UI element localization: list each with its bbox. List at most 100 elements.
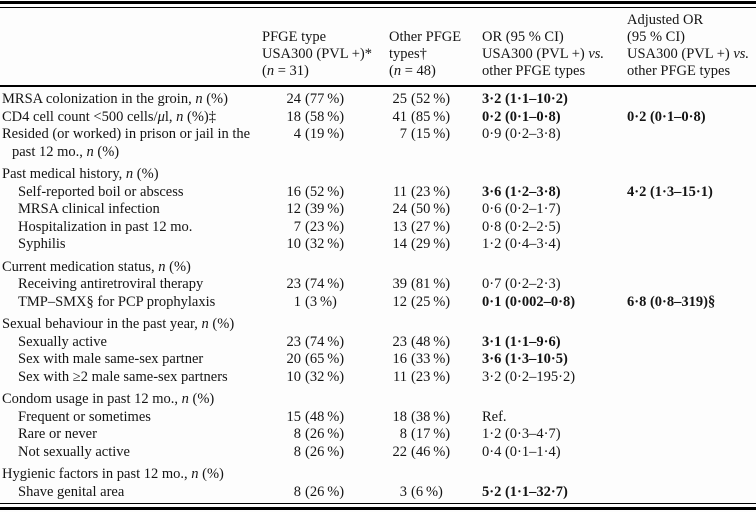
section-label: Past medical history, n (%) (2, 166, 159, 182)
adjusted-or-value: 4·2 (1·3–15·1) (627, 183, 713, 200)
cell-other: 13 (27 %) (389, 219, 482, 237)
table-header-row: PFGE type USA300 (PVL +)* (n = 31) Other P… (0, 8, 756, 85)
pct-other: (25 %) (411, 293, 451, 310)
pct-other: (81 %) (411, 276, 451, 292)
table-bottom-rule-thick (0, 507, 756, 510)
table-row: TMP–SMX§ for PCP prophylaxis 1 (3 %) 12 (2… (0, 294, 756, 312)
table-body: MRSA colonization in the groin, n (%) 24… (0, 87, 756, 501)
section-row: Condom usage in past 12 mo., n (%) (0, 391, 756, 409)
header-col-pfge-usa300: PFGE type USA300 (PVL +)* (n = 31) (262, 29, 389, 80)
table-row: Rare or never 8 (26 %) 8 (17 %) 1·2 (0·3–4… (0, 426, 756, 444)
header-line: other PFGE types (627, 63, 731, 79)
cell-usa300: 10 (32 %) (262, 236, 389, 254)
header-line: (95 % CI) (627, 29, 685, 45)
pct-usa300: (65 %) (305, 351, 345, 367)
pct-other: (27 %) (411, 218, 451, 235)
header-line: USA300 (PVL +) vs. (627, 46, 750, 62)
or-value: 0·9 (0·2–3·8) (482, 126, 561, 142)
pct-other: (38 %) (411, 408, 451, 425)
or-value: 0·7 (0·2–2·3) (482, 276, 561, 292)
cell-usa300: 20 (65 %) (262, 351, 389, 369)
cell-other: 7 (15 %) (389, 126, 482, 144)
count-other: 14 (392, 236, 408, 252)
pct-other: (15 %) (411, 126, 451, 142)
table-top-rule-thin (0, 7, 756, 8)
row-label: Sex with ≥2 male same-sex partners (18, 368, 228, 385)
cell-usa300: 15 (48 %) (262, 409, 389, 427)
table-row: Sex with ≥2 male same-sex partners 10 (32… (0, 369, 756, 387)
cell-other: 3 (6 %) (389, 484, 482, 502)
row-label: Self-reported boil or abscess (18, 183, 184, 200)
section-row: Hygienic factors in past 12 mo., n (%) (0, 466, 756, 484)
cell-other: 12 (25 %) (389, 294, 482, 312)
or-value: 1·2 (0·4–3·4) (482, 236, 561, 252)
count-other: 18 (392, 408, 408, 425)
or-value: 5·2 (1·1–32·7) (482, 483, 568, 500)
header-separator-rule (0, 85, 756, 87)
section-row: Current medication status, n (%) (0, 259, 756, 277)
cell-usa300: 18 (58 %) (262, 109, 389, 127)
or-value: 0·1 (0·002–0·8) (482, 293, 576, 310)
adjusted-or-value: 6·8 (0·8–319)§ (627, 293, 716, 310)
pct-usa300: (26 %) (305, 483, 345, 500)
cell-usa300: 24 (77 %) (262, 91, 389, 109)
count-other: 25 (392, 91, 408, 107)
or-value: Ref. (482, 408, 507, 425)
pct-other: (6 %) (411, 483, 443, 500)
header-line: Other PFGE (389, 29, 462, 45)
row-label: CD4 cell count <500 cells/μl, n (%)‡ (2, 108, 217, 125)
cell-usa300: 4 (19 %) (262, 126, 389, 144)
cell-usa300: 12 (39 %) (262, 201, 389, 219)
pct-usa300: (74 %) (305, 276, 345, 292)
pct-other: (33 %) (411, 351, 451, 367)
row-label: Syphilis (18, 236, 66, 252)
section-row: Past medical history, n (%) (0, 166, 756, 184)
or-value: 0·6 (0·2–1·7) (482, 201, 561, 217)
header-col-other-pfge: Other PFGE types† (n = 48) (389, 29, 482, 80)
count-usa300: 12 (286, 201, 302, 217)
row-label: Hospitalization in past 12 mo. (18, 218, 193, 235)
cell-usa300: 7 (23 %) (262, 219, 389, 237)
cell-other: 18 (38 %) (389, 409, 482, 427)
adjusted-or-value: 0·2 (0·1–0·8) (627, 108, 706, 125)
cell-usa300: 8 (26 %) (262, 484, 389, 502)
cell-other: 16 (33 %) (389, 351, 482, 369)
cell-usa300: 23 (74 %) (262, 276, 389, 294)
or-value: 0·8 (0·2–2·5) (482, 218, 561, 235)
cell-usa300: 1 (3 %) (262, 294, 389, 312)
table-row: Not sexually active 8 (26 %) 22 (46 %) 0·4… (0, 444, 756, 462)
header-line: Adjusted OR (627, 12, 704, 28)
table-row: Frequent or sometimes 15 (48 %) 18 (38 %) … (0, 409, 756, 427)
or-value: 3·6 (1·3–10·5) (482, 351, 568, 367)
count-usa300: 23 (286, 276, 302, 292)
table-top-rule-thick (0, 1, 756, 4)
table-row: Hospitalization in past 12 mo. 7 (23 %) 1… (0, 219, 756, 237)
section-label: Current medication status, n (%) (2, 258, 191, 275)
row-label: MRSA colonization in the groin, n (%) (2, 91, 228, 107)
cell-other: 14 (29 %) (389, 236, 482, 254)
table-row: MRSA colonization in the groin, n (%) 24… (0, 91, 756, 109)
count-other: 22 (392, 443, 408, 460)
count-other: 7 (399, 126, 407, 142)
pct-other: (52 %) (411, 91, 451, 107)
row-label: Not sexually active (18, 443, 130, 460)
or-value: 3·2 (0·2–195·2) (482, 368, 576, 385)
count-other: 8 (399, 426, 407, 442)
pct-usa300: (39 %) (305, 201, 345, 217)
count-usa300: 18 (286, 108, 302, 125)
cell-other: 24 (50 %) (389, 201, 482, 219)
row-label: Receiving antiretroviral therapy (18, 276, 204, 292)
count-other: 11 (393, 368, 407, 385)
table-row: Resided (or worked) in prison or jail in… (0, 126, 756, 161)
pct-other: (29 %) (411, 236, 451, 252)
cell-other: 39 (81 %) (389, 276, 482, 294)
section-label: Condom usage in past 12 mo., n (%) (2, 391, 215, 407)
pct-other: (46 %) (411, 443, 451, 460)
pct-other: (23 %) (411, 368, 451, 385)
header-line: other PFGE types (482, 63, 586, 79)
pct-usa300: (26 %) (305, 443, 345, 460)
row-label: Resided (or worked) in prison or jail in… (2, 126, 251, 160)
count-usa300: 8 (293, 483, 301, 500)
cell-other: 23 (48 %) (389, 334, 482, 352)
